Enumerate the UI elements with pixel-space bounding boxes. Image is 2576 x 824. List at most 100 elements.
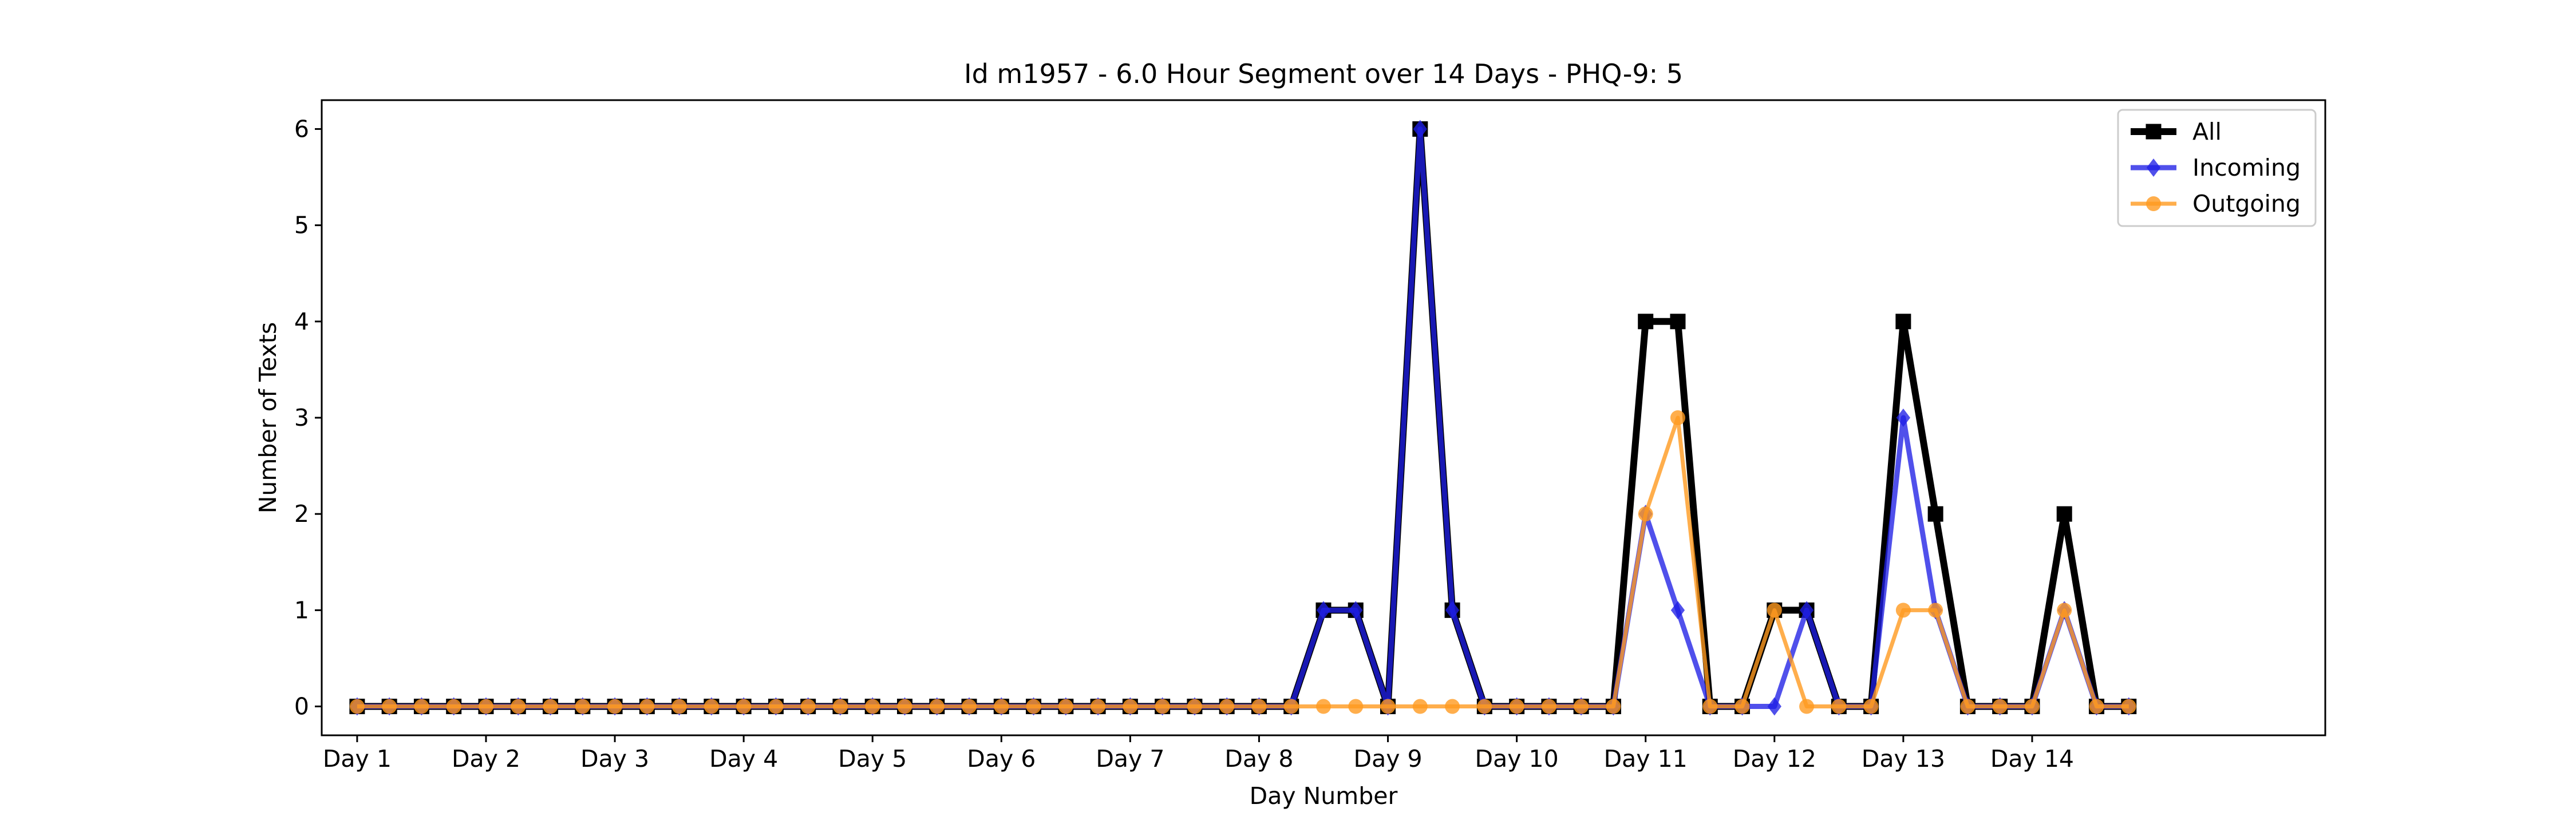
legend-marker-incoming [2146,159,2161,177]
data-point-outgoing [2089,699,2104,714]
data-point-incoming [1799,601,1814,620]
data-point-outgoing [1638,506,1653,522]
data-point-incoming [1767,697,1781,716]
data-point-outgoing [1863,699,1879,714]
data-point-outgoing [1509,699,1524,714]
legend-label-outgoing: Outgoing [2192,190,2301,217]
data-point-incoming [1413,120,1427,138]
data-point-outgoing [832,699,848,714]
x-tick-label: Day 2 [452,745,520,772]
data-point-outgoing [671,699,687,714]
x-tick-label: Day 11 [1604,745,1688,772]
data-point-outgoing [1606,699,1621,714]
data-point-outgoing [607,699,623,714]
data-point-outgoing [704,699,719,714]
series-all [349,121,2137,715]
data-point-outgoing [1541,699,1556,714]
series-line-incoming [357,126,2129,709]
y-tick-label: 3 [294,404,309,431]
data-point-outgoing [1026,699,1041,714]
x-tick-label: Day 4 [709,745,778,772]
data-point-outgoing [800,699,816,714]
data-point-outgoing [1251,699,1267,714]
data-point-outgoing [1992,699,2008,714]
x-tick-label: Day 5 [838,745,907,772]
data-point-outgoing [1380,699,1396,714]
y-tick-label: 1 [294,596,309,624]
legend-marker-all [2146,124,2162,140]
data-point-incoming [1349,601,1363,620]
data-point-outgoing [1091,699,1106,714]
legend: All Incoming Outgoing [2117,109,2317,227]
series-incoming [350,120,2136,716]
x-tick-label: Day 12 [1733,745,1816,772]
data-point-outgoing [1412,699,1428,714]
data-point-outgoing [511,699,526,714]
data-point-outgoing [1477,699,1492,714]
data-point-outgoing [543,699,558,714]
x-tick-label: Day 6 [967,745,1036,772]
data-point-incoming [1316,601,1331,620]
x-tick-label: Day 1 [323,745,392,772]
data-point-incoming [1445,601,1460,620]
data-point-outgoing [1316,699,1331,714]
series-outgoing [349,410,2136,714]
data-point-outgoing [1702,699,1718,714]
legend-box [2117,109,2317,227]
y-tick-label: 0 [294,693,309,720]
y-tick-label: 6 [294,115,309,142]
data-point-outgoing [575,699,590,714]
data-point-incoming [1670,601,1685,620]
data-point-outgoing [478,699,493,714]
data-point-outgoing [897,699,912,714]
data-point-outgoing [1348,699,1364,714]
data-point-outgoing [2121,699,2136,714]
x-tick-label: Day 10 [1475,745,1559,772]
legend-marker-outgoing [2146,196,2161,211]
data-point-outgoing [1058,699,1073,714]
data-point-outgoing [639,699,655,714]
data-point-outgoing [1767,603,1782,618]
data-point-outgoing [1670,410,1685,425]
data-point-outgoing [962,699,977,714]
x-tick-label: Day 3 [580,745,649,772]
data-point-outgoing [1187,699,1202,714]
data-point-outgoing [1283,699,1299,714]
x-tick-label: Day 9 [1354,745,1423,772]
x-axis-label: Day Number [1250,782,1398,810]
data-point-outgoing [865,699,880,714]
data-point-outgoing [1155,699,1170,714]
x-tick-label: Day 8 [1224,745,1293,772]
data-point-outgoing [1735,699,1750,714]
data-point-outgoing [1799,699,1815,714]
data-point-outgoing [349,699,365,714]
x-tick-label: Day 13 [1862,745,1945,772]
series-line-all [357,125,2129,710]
data-point-incoming [1896,409,1911,427]
data-point-all [1638,314,1654,330]
data-point-all [1895,314,1911,330]
x-tick-label: Day 14 [1990,745,2074,772]
y-tick-label: 4 [294,308,309,335]
plot-area [321,99,2326,736]
series-line-outgoing [357,415,2129,708]
data-point-outgoing [1445,699,1460,714]
data-point-outgoing [2024,699,2040,714]
data-point-outgoing [1831,699,1847,714]
data-point-outgoing [1960,699,1976,714]
data-point-outgoing [1123,699,1138,714]
data-point-all [1927,506,1943,522]
x-tick-label: Day 7 [1096,745,1164,772]
y-tick-label: 2 [294,500,309,528]
chart-title: Id m1957 - 6.0 Hour Segment over 14 Days… [964,58,1683,89]
data-point-outgoing [768,699,784,714]
data-point-outgoing [446,699,461,714]
data-point-outgoing [1895,603,1911,618]
data-point-outgoing [736,699,752,714]
x-axis: Day 1 Day 2 Day 3 Day 4 Day 5 Day 6 Day 7 Day 8… [323,735,2074,772]
y-axis: 0 1 2 3 4 5 6 [294,115,322,720]
data-point-outgoing [1219,699,1235,714]
data-point-outgoing [2057,603,2072,618]
legend-label-all: All [2192,118,2222,145]
